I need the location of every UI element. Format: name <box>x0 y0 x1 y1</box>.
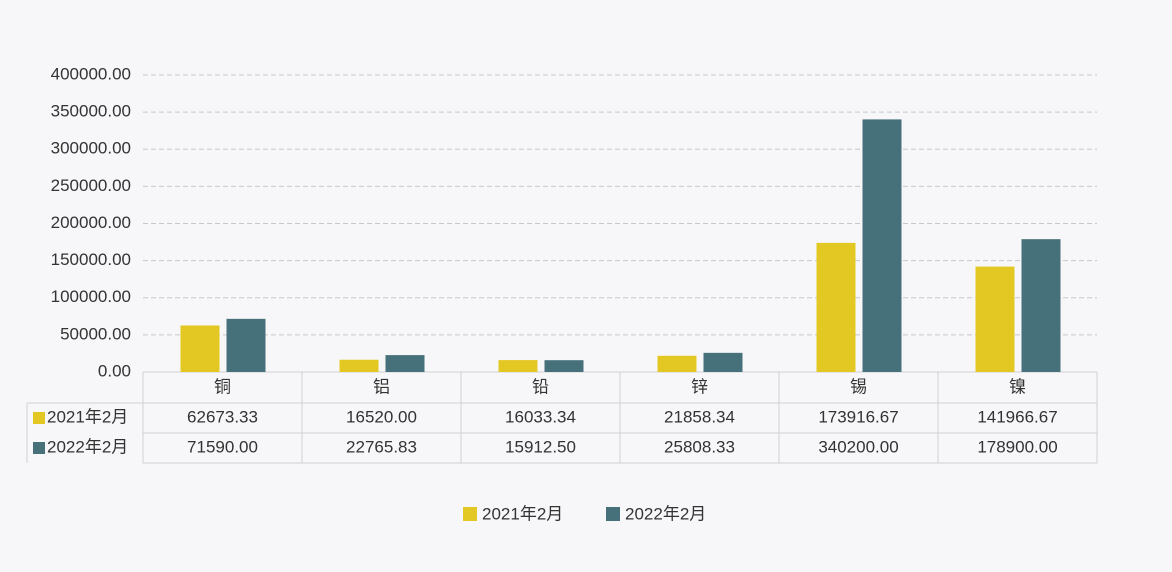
y-tick-label: 100000.00 <box>51 287 131 306</box>
y-tick-label: 150000.00 <box>51 250 131 269</box>
x-tick-label: 镍 <box>1009 377 1026 396</box>
bar <box>498 360 538 372</box>
table-legend-swatch <box>33 442 45 454</box>
table-value: 71590.00 <box>187 437 258 456</box>
table-row-header: 2021年2月 <box>47 407 128 426</box>
bar <box>1021 239 1061 372</box>
x-tick-label: 锌 <box>691 377 708 396</box>
y-tick-label: 200000.00 <box>51 213 131 232</box>
bar <box>703 352 743 372</box>
bar <box>657 355 697 372</box>
table-value: 25808.33 <box>664 437 735 456</box>
table-value: 22765.83 <box>346 437 417 456</box>
x-tick-label: 铜 <box>214 377 231 396</box>
table-value: 141966.67 <box>977 407 1057 426</box>
x-tick-label: 锡 <box>850 377 867 396</box>
table-legend-swatch <box>33 412 45 424</box>
legend-swatch <box>463 507 477 521</box>
table-row-header: 2022年2月 <box>47 437 128 456</box>
y-tick-label: 0.00 <box>98 361 131 380</box>
y-tick-label: 50000.00 <box>60 324 131 343</box>
bar <box>975 266 1015 372</box>
bar <box>862 119 902 373</box>
x-tick-label: 铝 <box>373 377 390 396</box>
table-value: 21858.34 <box>664 407 735 426</box>
bar <box>226 318 266 372</box>
legend-label: 2022年2月 <box>625 504 706 523</box>
x-tick-label: 铅 <box>532 377 549 396</box>
y-tick-label: 250000.00 <box>51 176 131 195</box>
table-value: 62673.33 <box>187 407 258 426</box>
y-tick-label: 300000.00 <box>51 139 131 158</box>
table-value: 178900.00 <box>977 437 1057 456</box>
bar <box>385 355 425 372</box>
bar <box>544 360 584 372</box>
bar <box>816 242 856 372</box>
y-tick-label: 350000.00 <box>51 102 131 121</box>
table-value: 173916.67 <box>818 407 898 426</box>
bar <box>339 359 379 372</box>
table-value: 16033.34 <box>505 407 576 426</box>
bar <box>180 325 220 372</box>
table-value: 340200.00 <box>818 437 898 456</box>
table-value: 16520.00 <box>346 407 417 426</box>
legend-label: 2021年2月 <box>482 504 563 523</box>
y-tick-label: 400000.00 <box>51 64 131 83</box>
table-value: 15912.50 <box>505 437 576 456</box>
legend-swatch <box>606 507 620 521</box>
